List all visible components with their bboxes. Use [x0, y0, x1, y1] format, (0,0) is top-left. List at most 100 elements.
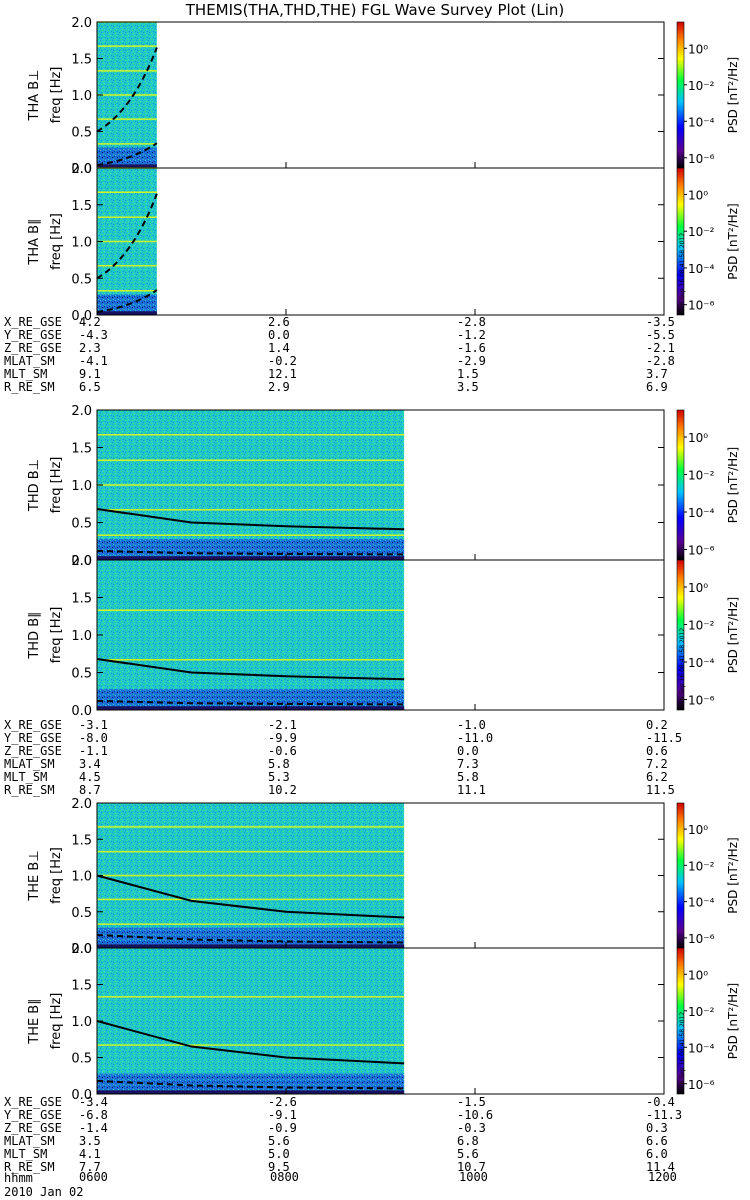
ephemeris-value: -2.8: [646, 354, 675, 368]
y-tick-label: 0.5: [71, 1052, 92, 1067]
colorbar-tick-label: 10⁻⁴: [688, 1041, 715, 1055]
colorbar-label: PSD [nT²/Hz]: [726, 203, 740, 279]
ephemeris-value: -11.0: [457, 731, 494, 745]
timestamp-stamp: Sun Sep 16 08:41:58 2012: [679, 233, 686, 313]
colorbar-tick-label: 10⁻⁶: [688, 1078, 715, 1092]
dc-band: [97, 1090, 405, 1094]
gyrofrequency-curve: [96, 1020, 405, 1065]
low-frequency-band: [97, 927, 405, 948]
ephemeris-value: -1.4: [79, 1121, 108, 1135]
ephemeris-value: 6.8: [457, 1134, 479, 1148]
y-tick-label: 2.0: [71, 16, 92, 31]
ephemeris-value: 8.7: [79, 783, 101, 797]
colorbar: [677, 560, 684, 710]
ephemeris-value: 0.3: [646, 1121, 668, 1135]
ephemeris-label: X_RE_GSE: [4, 1095, 62, 1109]
gyrofrequency-curve-upper: [96, 193, 158, 280]
ephemeris-value: -2.8: [457, 315, 486, 329]
ephemeris-label: MLT_SM: [4, 367, 48, 381]
ephemeris-block: X_RE_GSE -3.4 -2.6 -1.5 -0.4 Y_RE_GSE -6.8 -9.1…: [0, 1096, 750, 1176]
ephemeris-value: 5.8: [457, 770, 479, 784]
ephemeris-value: 9.1: [79, 367, 101, 381]
colorbar-tick-label: 10⁻⁴: [688, 656, 715, 670]
colorbar-tick-label: 10⁰: [688, 188, 708, 202]
ephemeris-value: 0.0: [268, 328, 290, 342]
ephemeris-value: -3.1: [79, 718, 108, 732]
y-tick-label: 0.5: [71, 272, 92, 287]
y-tick-label: 0.5: [71, 517, 92, 532]
y-tick-label: 1.0: [71, 89, 92, 104]
ephemeris-value: -9.1: [268, 1108, 297, 1122]
ephemeris-value: 6.5: [79, 380, 101, 394]
colorbar-tick-label: 10⁻²: [688, 225, 715, 239]
ephemeris-value: 12.1: [268, 367, 297, 381]
helium-gyrofrequency-curve: [96, 1079, 405, 1090]
ephemeris-block: X_RE_GSE 4.2 2.6 -2.8 -3.5 Y_RE_GSE -4.3 0.0 -1.…: [0, 316, 750, 396]
colorbar: [677, 22, 684, 168]
gyrofrequency-curve-lower: [96, 289, 158, 314]
time-axis-footer: hhmm 2010 Jan 02: [4, 1171, 83, 1199]
colorbar-tick-label: 10⁻²: [688, 469, 715, 483]
ephemeris-value: -0.4: [646, 1095, 675, 1109]
ephemeris-label: Y_RE_GSE: [4, 731, 62, 745]
y-tick-label: 2.0: [71, 162, 92, 177]
colorbar-tick-label: 10⁻⁴: [688, 506, 715, 520]
ephemeris-label: Z_RE_GSE: [4, 1121, 62, 1135]
colorbar-tick-label: 10⁻²: [688, 79, 715, 93]
ephemeris-value: -0.6: [268, 744, 297, 758]
ephemeris-value: -4.1: [79, 354, 108, 368]
ephemeris-value: 4.5: [79, 770, 101, 784]
ephemeris-value: -1.0: [457, 718, 486, 732]
ephemeris-value: 6.2: [646, 770, 668, 784]
freq-axis-label: freq [Hz]: [49, 67, 64, 124]
ephemeris-value: 7.7: [79, 1160, 101, 1174]
ephemeris-value: -3.4: [79, 1095, 108, 1109]
y-tick-label: 1.5: [71, 979, 92, 994]
ephemeris-value: 2.9: [268, 380, 290, 394]
ephemeris-value: 5.0: [268, 1147, 290, 1161]
dc-band: [97, 556, 405, 560]
y-tick-label: 1.5: [71, 199, 92, 214]
panel-ylabel: THD B∥: [27, 611, 42, 659]
y-tick-label: 0.0: [71, 942, 92, 957]
panel-ylabel: THE B∥: [27, 998, 42, 1044]
ephemeris-value: -3.5: [646, 315, 675, 329]
time-tick-label: 0600: [79, 1170, 108, 1184]
ephemeris-value: 6.6: [646, 1134, 668, 1148]
colorbar-tick-label: 10⁻⁶: [688, 544, 715, 558]
colorbar-tick-label: 10⁻²: [688, 859, 715, 873]
ephemeris-label: MLT_SM: [4, 1147, 48, 1161]
ephemeris-value: 5.8: [268, 757, 290, 771]
colorbar-label: PSD [nT²/Hz]: [726, 447, 740, 523]
ephemeris-value: 3.5: [457, 380, 479, 394]
ephemeris-value: 1.4: [268, 341, 290, 355]
freq-axis-label: freq [Hz]: [49, 993, 64, 1050]
colorbar-frame: [676, 947, 685, 1095]
y-tick-label: 1.0: [71, 1015, 92, 1030]
helium-gyrofrequency-curve: [96, 699, 405, 706]
ephemeris-value: 6.0: [646, 1147, 668, 1161]
ephemeris-block: X_RE_GSE -3.1 -2.1 -1.0 0.2 Y_RE_GSE -8.0 -9.9-…: [0, 719, 750, 799]
time-tick-label: 0800: [270, 1170, 299, 1184]
ephemeris-label: Z_RE_GSE: [4, 744, 62, 758]
ephemeris-value: -1.6: [457, 341, 486, 355]
gyrofrequency-curve-lower: [96, 142, 158, 167]
ephemeris-label: Y_RE_GSE: [4, 328, 62, 342]
ephemeris-value: -4.3: [79, 328, 108, 342]
ephemeris-value: -11.5: [646, 731, 683, 745]
ephemeris-value: -1.5: [457, 1095, 486, 1109]
panel-frame: [96, 21, 665, 169]
figure-title: THEMIS(THA,THD,THE) FGL Wave Survey Plot…: [185, 1, 565, 19]
y-tick-label: 2.0: [71, 942, 92, 957]
freq-axis-label: freq [Hz]: [49, 213, 64, 270]
colorbar-tick-label: 10⁰: [688, 431, 708, 445]
colorbar-frame: [676, 559, 685, 711]
ephemeris-value: 3.7: [646, 367, 668, 381]
ephemeris-value: -0.3: [457, 1121, 486, 1135]
colorbar-label: PSD [nT²/Hz]: [726, 57, 740, 133]
panel-ylabel: THA B∥: [27, 218, 42, 265]
ephemeris-value: -1.2: [457, 328, 486, 342]
colorbar-tick-label: 10⁻⁴: [688, 115, 715, 129]
y-tick-label: 0.5: [71, 126, 92, 141]
